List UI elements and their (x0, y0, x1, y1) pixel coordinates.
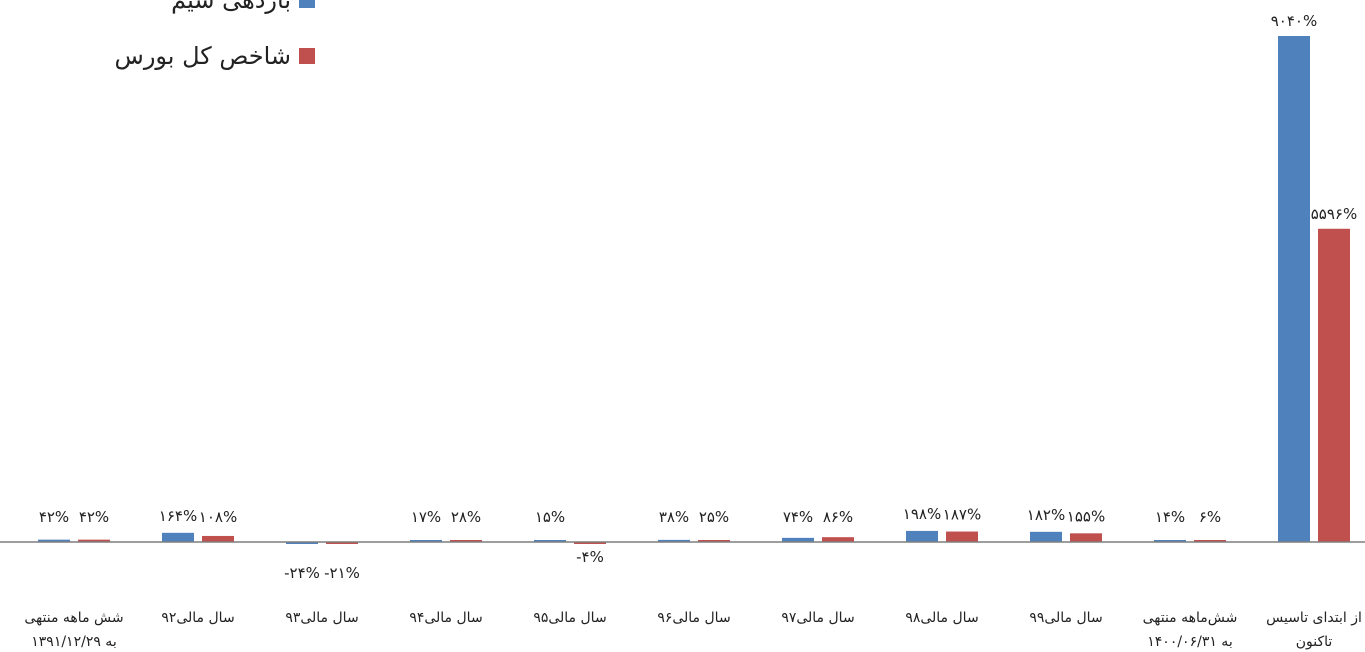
bar-series2-3 (450, 540, 482, 542)
legend-swatch-series-1 (299, 0, 315, 8)
data-label-series2-4: -۴% (576, 548, 604, 566)
bar-series1-9 (1154, 540, 1186, 542)
x-tick-label-2: سال مالی۹۳ (285, 610, 358, 626)
data-label-series2-3: ۲۸% (451, 508, 481, 526)
data-label-series2-9: ۶% (1199, 508, 1221, 526)
bar-series1-5 (658, 539, 690, 542)
bar-series2-10 (1318, 228, 1350, 542)
x-tick-label-4: سال مالی۹۵ (533, 610, 606, 626)
data-label-series2-6: ۸۶% (823, 508, 853, 526)
data-label-series1-7: ۱۹۸% (903, 505, 941, 523)
data-label-series1-1: ۱۶۴% (159, 507, 197, 525)
data-label-series1-2: -۲۴% (284, 564, 320, 582)
legend-item-series-1: بازدهی سیم (171, 0, 315, 14)
bars-layer (38, 36, 1350, 544)
bar-series2-9 (1194, 540, 1226, 542)
bar-series2-0 (78, 539, 110, 542)
bar-series2-2 (326, 542, 358, 544)
x-tick-label-7: سال مالی۹۸ (905, 610, 978, 626)
bar-series2-8 (1070, 533, 1102, 542)
bar-series1-10 (1278, 36, 1310, 542)
data-label-series2-5: ۲۵% (699, 508, 729, 526)
data-label-series1-3: ۱۷% (411, 508, 441, 526)
bar-series2-5 (698, 540, 730, 542)
data-label-series2-7: ۱۸۷% (943, 506, 981, 524)
data-label-series2-1: ۱۰۸% (199, 508, 237, 526)
data-label-series1-10: ۹۰۴۰% (1271, 12, 1317, 30)
bar-series2-7 (946, 531, 978, 542)
data-label-series1-6: ۷۴% (783, 508, 813, 526)
legend-swatch-series-2 (299, 48, 315, 64)
bar-series2-4 (574, 542, 606, 544)
data-label-series2-8: ۱۵۵% (1067, 507, 1105, 525)
x-tick-label-0: شش ماهه منتهی به ۱۳۹۱/۱۲/۲۹ (24, 610, 123, 650)
bar-series1-0 (38, 539, 70, 542)
data-label-series1-0: ۴۲% (39, 508, 69, 526)
data-label-series2-2: -۲۱% (324, 564, 360, 582)
bar-series2-6 (822, 537, 854, 542)
bar-series2-1 (202, 535, 234, 542)
bar-series1-4 (534, 540, 566, 542)
x-tick-label-3: سال مالی۹۴ (409, 610, 482, 626)
bar-series1-1 (162, 532, 194, 542)
data-label-series1-9: ۱۴% (1155, 508, 1185, 526)
data-label-series2-0: ۴۲% (79, 508, 109, 526)
x-tick-label-6: سال مالی۹۷ (781, 610, 854, 626)
legend-item-series-2: شاخص کل بورس (115, 42, 315, 70)
x-tick-label-5: سال مالی۹۶ (657, 610, 730, 626)
legend-label-series-2: شاخص کل بورس (114, 42, 291, 70)
x-tick-label-10: از ابتدای تاسیس تاکنون (1266, 610, 1362, 650)
x-tick-label-8: سال مالی۹۹ (1029, 610, 1102, 626)
bar-series1-3 (410, 540, 442, 542)
bar-series1-7 (906, 530, 938, 542)
data-label-series1-4: ۱۵% (535, 508, 565, 526)
bar-series1-6 (782, 537, 814, 542)
legend-label-series-1: بازدهی سیم (171, 0, 291, 14)
x-tick-label-1: سال مالی۹۲ (161, 610, 234, 626)
bar-series1-2 (286, 542, 318, 544)
labels-layer: ۴۲% ۱۶۴% -۲۴% ۱۷% ۱۵% ۳۸% ۷۴% ۱۹۸% ۱۸۲% ۱۴% ۹۰۴۰% ۴… (24, 12, 1361, 650)
data-label-series1-8: ۱۸۲% (1027, 506, 1065, 524)
x-tick-label-9: شش‌ماهه منتهی به ۱۴۰۰/۰۶/۳۱ (1143, 610, 1238, 650)
data-label-series2-10: ۵۵۹۶% (1311, 205, 1357, 223)
data-label-series1-5: ۳۸% (659, 508, 689, 526)
bar-series1-8 (1030, 531, 1062, 542)
